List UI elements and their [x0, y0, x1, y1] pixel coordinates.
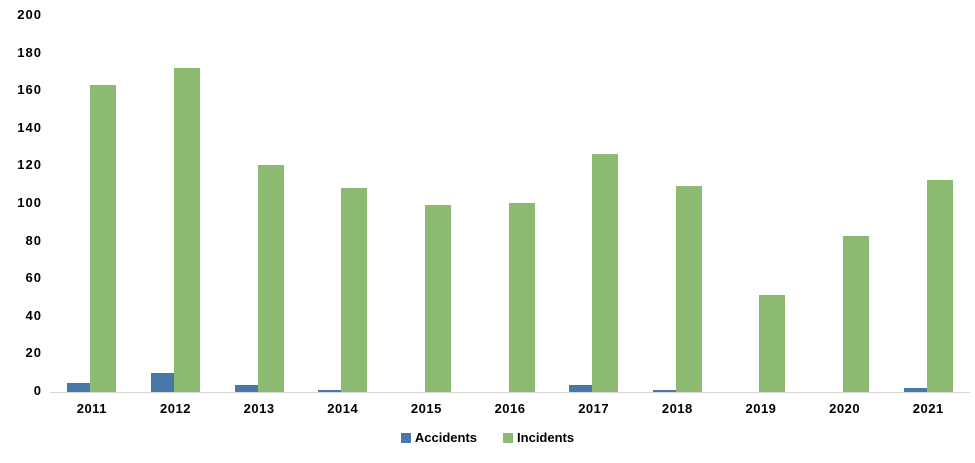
accidents-bar: [652, 390, 676, 392]
y-axis-tick-label: 20: [25, 345, 42, 361]
x-axis-label: 2020: [829, 401, 861, 416]
y-axis-tick-label: 180: [17, 44, 42, 60]
bar-group-2015: [385, 17, 469, 392]
incidents-bar: [424, 204, 451, 392]
accidents-bar: [67, 382, 91, 392]
y-axis-tick-label: 40: [25, 307, 42, 323]
bar-group-2012: [134, 17, 218, 392]
incidents-bar: [173, 67, 200, 392]
accidents-bar: [318, 390, 342, 392]
legend-item-incidents: Incidents: [503, 430, 574, 445]
incidents-bar: [759, 294, 786, 392]
y-axis-tick-label: 120: [17, 157, 42, 173]
bar-group-2013: [217, 17, 301, 392]
incidents-bar: [843, 236, 870, 392]
x-axis-label: 2016: [494, 401, 526, 416]
x-axis-label: 2011: [76, 401, 107, 416]
bar-group-2021: [886, 17, 970, 392]
legend-label: Incidents: [517, 430, 575, 445]
y-axis-tick-label: 100: [17, 195, 42, 210]
bar-group-2014: [301, 17, 385, 392]
incidents-bar: [592, 153, 619, 392]
y-axis-tick-label: 60: [25, 270, 42, 286]
incidents-bar: [341, 187, 368, 392]
x-axis-label: 2015: [410, 401, 442, 416]
x-axis-label: 2021: [912, 401, 944, 416]
bars-row: [50, 17, 970, 392]
chart-body: 0 20 40 60 80 100 120 140 160 180 200: [0, 8, 975, 398]
bar-group-2019: [719, 17, 803, 392]
x-axis-label: 2019: [745, 401, 777, 416]
bar-group-2017: [552, 17, 636, 392]
legend-item-accidents: Accidents: [400, 430, 478, 445]
incidents-bar: [926, 180, 953, 392]
y-axis-tick-label: 160: [17, 82, 42, 98]
legend-swatch-icon: [503, 432, 514, 443]
accidents-bar: [150, 373, 174, 392]
incidents-bar: [675, 185, 702, 392]
x-axis-label: 2013: [243, 401, 275, 416]
x-axis-label: 2018: [661, 401, 693, 416]
x-axis-label: 2017: [578, 401, 610, 416]
bar-group-2018: [635, 17, 719, 392]
x-axis-label: 2014: [327, 401, 359, 416]
bar-group-2020: [803, 17, 887, 392]
accidents-bar: [903, 388, 927, 392]
x-axis: 2011 2012 2013 2014 2015 2016 2017 2018 2019 2020…: [50, 393, 970, 416]
plot-area: [50, 17, 970, 393]
legend-swatch-icon: [400, 432, 411, 443]
y-axis-tick-label: 80: [25, 232, 42, 248]
legend: Accidents Incidents: [0, 430, 975, 445]
legend-label: Accidents: [414, 430, 478, 445]
incidents-bar: [257, 165, 284, 392]
y-axis-tick-label: 140: [17, 119, 42, 135]
y-axis-tick-label: 200: [17, 7, 42, 22]
y-axis: 0 20 40 60 80 100 120 140 160 180 200: [0, 8, 50, 398]
bar-group-2011: [50, 17, 134, 392]
incidents-bar: [90, 84, 117, 392]
x-axis-label: 2012: [160, 401, 191, 416]
incidents-bar: [508, 202, 535, 392]
accidents-bar: [569, 384, 593, 392]
accidents-bar: [234, 384, 258, 392]
bar-group-2016: [468, 17, 552, 392]
y-axis-tick-label: 0: [33, 383, 42, 398]
